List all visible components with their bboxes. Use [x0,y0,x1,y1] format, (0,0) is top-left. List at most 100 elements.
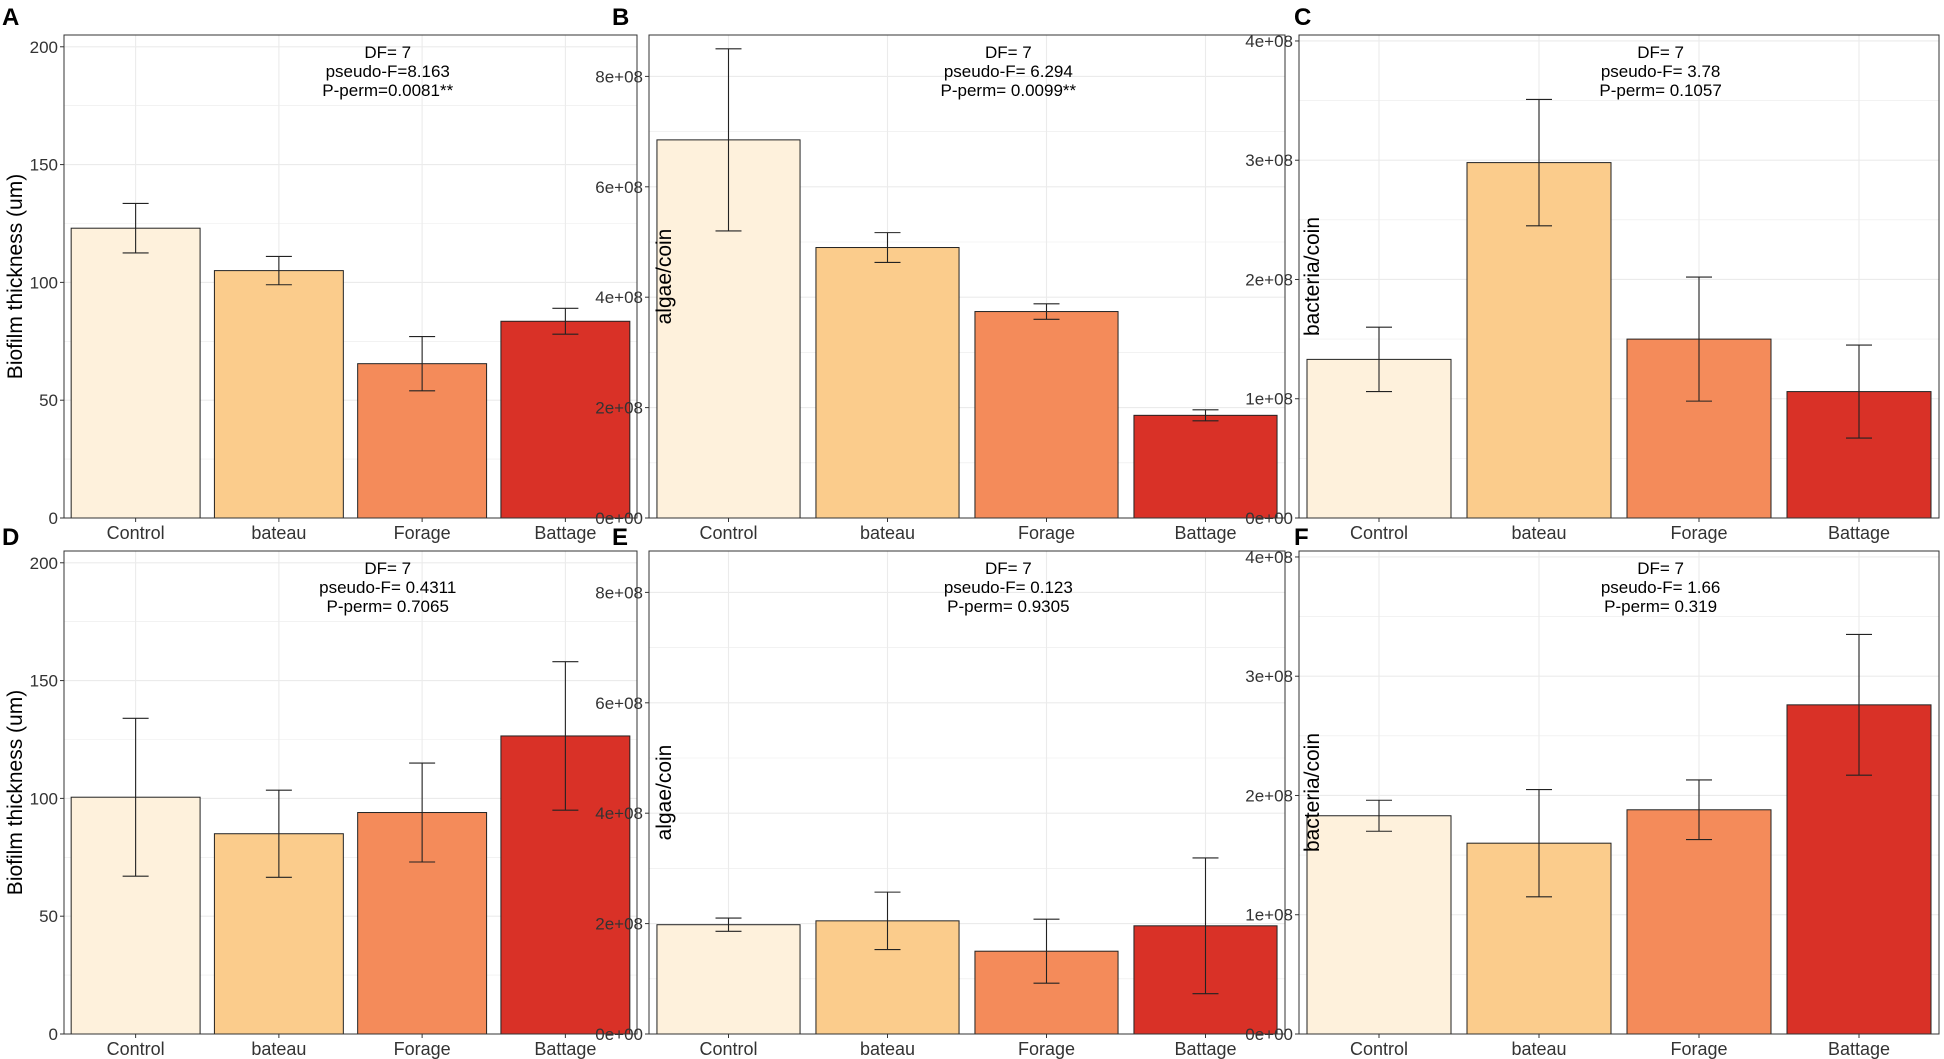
y-axis-label: Biofilm thickness (um) [4,174,27,379]
x-tick-label: Forage [1670,523,1727,543]
y-tick-label: 150 [30,156,58,175]
y-tick-label: 2e+08 [595,399,643,418]
y-tick-label: 0e+00 [1245,509,1293,528]
stats-annotation-line: P-perm= 0.9305 [947,597,1069,616]
y-tick-label: 4e+08 [1245,548,1293,567]
y-tick-label: 0 [49,1025,58,1044]
bar-battage [1133,414,1278,519]
bar-battage [500,320,631,519]
y-axis-label: algae/coin [653,745,676,841]
y-axis-label: algae/coin [653,229,676,325]
x-tick-label: bateau [1511,1039,1566,1059]
panel-letter: D [2,524,19,551]
y-tick-label: 1e+08 [1245,390,1293,409]
panel-letter: B [612,4,629,31]
bar-forage [974,311,1119,519]
x-tick-label: bateau [860,523,915,543]
stats-annotation-line: P-perm= 0.0099** [941,81,1077,100]
y-tick-label: 0e+00 [595,509,643,528]
y-axis-label: bacteria/coin [1301,217,1324,336]
x-tick-label: Battage [1174,1039,1236,1059]
y-axis-label: Biofilm thickness (um) [4,690,27,895]
x-tick-label: Control [107,523,165,543]
y-tick-label: 4e+08 [1245,32,1293,51]
stats-annotation-line: P-perm= 0.7065 [327,597,449,616]
bar-control [656,924,801,1035]
bar-forage [1626,809,1772,1035]
x-tick-label: bateau [251,1039,306,1059]
x-tick-label: Forage [394,523,451,543]
panel-b: Control bateau Forage Battage 0e+00 2e+08 4e+0… [595,4,1286,543]
panel-border [63,34,638,519]
y-tick-label: 8e+08 [595,67,643,86]
stats-annotation-line: pseudo-F= 0.123 [944,578,1073,597]
stats-annotation-line: P-perm=0.0081** [322,81,453,100]
y-tick-label: 100 [30,789,58,808]
stats-annotation-line: pseudo-F= 6.294 [944,62,1073,81]
x-tick-label: bateau [251,523,306,543]
panel-c: Control bateau Forage Battage 0e+00 1e+08 2e+0… [1245,4,1940,543]
stats-annotation-line: DF= 7 [985,559,1032,578]
x-tick-label: Battage [1174,523,1236,543]
y-tick-label: 2e+08 [1245,786,1293,805]
x-tick-label: Battage [534,1039,596,1059]
y-tick-label: 6e+08 [595,178,643,197]
x-tick-label: Control [699,523,757,543]
panel-letter: E [612,524,628,551]
stats-annotation-line: P-perm= 0.319 [1604,597,1717,616]
y-tick-label: 50 [39,907,58,926]
y-tick-label: 150 [30,672,58,691]
y-tick-label: 4e+08 [595,288,643,307]
x-tick-label: Forage [1018,523,1075,543]
bar-bateau [815,247,960,519]
panel-letter: A [2,4,19,31]
y-tick-label: 3e+08 [1245,667,1293,686]
panel-a: Control bateau Forage Battage 0 50 100 150 200 Bi… [2,4,638,543]
y-tick-label: 2e+08 [1245,270,1293,289]
stats-annotation-line: DF= 7 [1637,43,1684,62]
panel-letter: C [1294,4,1311,31]
panel-border [648,550,1286,1035]
stats-annotation-line: pseudo-F=8.163 [326,62,450,81]
stats-annotation-line: DF= 7 [985,43,1032,62]
panel-border [1298,34,1940,519]
bar-control [70,227,201,519]
y-tick-label: 2e+08 [595,915,643,934]
panel-border [648,34,1286,519]
x-tick-label: Control [1350,1039,1408,1059]
y-tick-label: 200 [30,554,58,573]
bar-bateau [213,270,344,519]
x-tick-label: Battage [1828,1039,1890,1059]
stats-annotation-line: pseudo-F= 1.66 [1601,578,1721,597]
x-tick-label: Control [699,1039,757,1059]
stats-annotation-line: P-perm= 0.1057 [1599,81,1721,100]
panel-f: Control bateau Forage Battage 0e+00 1e+08 2e+0… [1245,524,1940,1059]
panel-border [1298,550,1940,1035]
y-tick-label: 3e+08 [1245,151,1293,170]
bar-control [1306,815,1452,1035]
stats-annotation-line: DF= 7 [364,43,411,62]
panel-d: Control bateau Forage Battage 0 50 100 150 200 Bi… [2,524,638,1059]
y-tick-label: 100 [30,273,58,292]
x-tick-label: bateau [1511,523,1566,543]
x-tick-label: Battage [534,523,596,543]
y-tick-label: 1e+08 [1245,906,1293,925]
stats-annotation-line: pseudo-F= 3.78 [1601,62,1721,81]
y-tick-label: 6e+08 [595,694,643,713]
y-tick-label: 4e+08 [595,804,643,823]
panel-letter: F [1294,524,1309,551]
y-tick-label: 0 [49,509,58,528]
x-tick-label: Forage [1018,1039,1075,1059]
x-tick-label: Control [1350,523,1408,543]
y-tick-label: 200 [30,38,58,57]
stats-annotation-line: DF= 7 [1637,559,1684,578]
y-tick-label: 0e+00 [595,1025,643,1044]
x-tick-label: bateau [860,1039,915,1059]
panel-border [63,550,638,1035]
y-tick-label: 8e+08 [595,583,643,602]
y-tick-label: 0e+00 [1245,1025,1293,1044]
stats-annotation-line: pseudo-F= 0.4311 [319,578,456,597]
stats-annotation-line: DF= 7 [364,559,411,578]
y-tick-label: 50 [39,391,58,410]
